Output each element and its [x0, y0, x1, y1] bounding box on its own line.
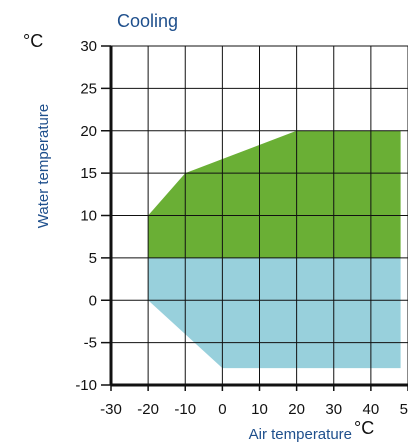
- series-areas: [148, 130, 401, 369]
- x-unit-label: °C: [354, 418, 374, 438]
- grid: [111, 45, 408, 385]
- x-tick-label: -30: [100, 401, 122, 418]
- y-tick-label: 0: [89, 292, 97, 309]
- x-axis-title: Air temperature: [249, 426, 352, 442]
- y-unit-label: °C: [23, 31, 43, 51]
- x-tick-label: 20: [288, 401, 305, 418]
- y-tick-label: -10: [75, 377, 97, 394]
- y-tick-label: -5: [84, 335, 97, 352]
- y-tick-label: 25: [80, 80, 97, 97]
- y-tick-label: 10: [80, 208, 97, 225]
- tick-labels: -10 -5 0 5 10 15 20 25 30 -30 -20 -10 0 10 20 30 40 50: [75, 38, 408, 418]
- x-tick-label: 0: [218, 401, 226, 418]
- series-area-1: [148, 130, 401, 258]
- x-tick-label: 30: [325, 401, 342, 418]
- x-tick-label: 10: [251, 401, 268, 418]
- chart-title: Cooling: [117, 11, 178, 31]
- x-tick-label: 50: [400, 401, 408, 418]
- y-tick-label: 30: [80, 38, 97, 55]
- y-tick-label: 15: [80, 165, 97, 182]
- axes: [101, 45, 408, 391]
- x-tick-label: 40: [363, 401, 380, 418]
- y-tick-label: 20: [80, 123, 97, 140]
- series-area-2: [148, 257, 401, 369]
- y-tick-label: 5: [89, 250, 97, 267]
- y-axis-title: Water temperature: [35, 104, 52, 229]
- x-tick-label: -10: [174, 401, 196, 418]
- x-tick-label: -20: [137, 401, 159, 418]
